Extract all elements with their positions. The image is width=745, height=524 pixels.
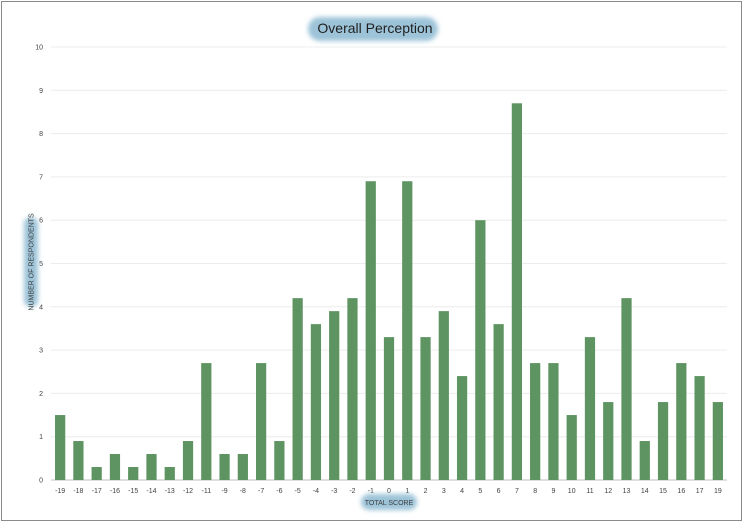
bar-17 <box>694 376 705 480</box>
y-axis-title-glow <box>24 217 38 307</box>
bar--13 <box>164 467 175 480</box>
x-tick-label: 4 <box>460 488 464 495</box>
x-tick-label: -12 <box>183 488 193 495</box>
x-tick-label: -11 <box>201 488 211 495</box>
x-tick-label: 17 <box>696 488 704 495</box>
x-tick-label: -15 <box>128 488 138 495</box>
bar--8 <box>237 454 248 480</box>
y-tick-label: 8 <box>39 131 43 138</box>
bar-6 <box>493 324 504 480</box>
x-tick-label: 14 <box>641 488 649 495</box>
y-tick-label: 10 <box>35 45 43 52</box>
bar-1 <box>402 181 413 481</box>
bar--7 <box>255 363 267 480</box>
y-tick-label: 5 <box>39 261 43 268</box>
bar--3 <box>329 311 340 480</box>
x-tick-label: 9 <box>551 488 555 495</box>
bar-4 <box>456 376 468 480</box>
x-tick-labels: -19 -18 -17 -16 -15 -14 -13 -12 -11 -9 -8 -7 -6 -5 -4-… <box>55 488 722 495</box>
bar-15 <box>657 402 669 480</box>
x-tick-label: -2 <box>349 488 355 495</box>
bar--9 <box>219 454 230 480</box>
y-tick-labels: 0 1 2 3 4 5 6 7 8 9 10 <box>35 45 43 485</box>
bar-14 <box>639 441 650 480</box>
bar--5 <box>292 298 303 480</box>
x-tick-label: 11 <box>586 488 593 495</box>
bars <box>55 103 723 481</box>
y-axis-title: NUMBER OF RESPONDENTS <box>29 213 36 311</box>
gridlines <box>51 46 727 481</box>
bar--14 <box>146 454 157 480</box>
x-tick-label: 6 <box>497 488 501 495</box>
x-tick-label: 13 <box>623 488 631 495</box>
x-tick-label: -9 <box>221 488 227 495</box>
x-tick-label: 3 <box>442 488 446 495</box>
bar--18 <box>73 441 84 480</box>
bar--6 <box>274 441 285 480</box>
x-tick-label: 19 <box>714 488 722 495</box>
x-axis-title: TOTAL SCORE <box>365 500 414 507</box>
bar-16 <box>676 363 687 480</box>
bar-8 <box>530 363 541 480</box>
y-tick-label: 1 <box>39 434 43 441</box>
x-tick-label: -4 <box>313 488 319 495</box>
bar-7 <box>511 103 523 480</box>
x-tick-label: -19 <box>55 488 65 495</box>
bar--11 <box>201 363 212 480</box>
bar--4 <box>310 324 322 480</box>
x-tick-label: 2 <box>424 488 428 495</box>
bar--16 <box>109 454 121 480</box>
bar-0 <box>383 337 395 480</box>
bar--12 <box>182 441 194 480</box>
bar-5 <box>475 220 486 480</box>
bar-19 <box>712 402 723 480</box>
x-axis-title-glow <box>361 494 417 510</box>
y-tick-label: 7 <box>39 174 43 181</box>
x-tick-label: -8 <box>240 488 246 495</box>
y-tick-label: 3 <box>39 348 43 355</box>
bar--2 <box>347 298 358 480</box>
x-tick-label: 5 <box>478 488 482 495</box>
x-tick-label: -17 <box>92 488 102 495</box>
x-tick-label: 12 <box>604 488 612 495</box>
bar-13 <box>621 298 632 480</box>
bar-3 <box>438 311 449 480</box>
x-tick-label: -5 <box>295 488 301 495</box>
bar--1 <box>365 181 376 481</box>
x-tick-label: 15 <box>659 488 667 495</box>
x-tick-label: 1 <box>405 488 409 495</box>
chart-title: Overall Perception <box>317 20 432 36</box>
x-tick-label: 10 <box>568 488 576 495</box>
y-tick-label: 0 <box>39 478 43 485</box>
bar-10 <box>566 415 577 480</box>
bar-9 <box>548 363 559 480</box>
x-tick-label: 7 <box>515 488 519 495</box>
bar--17 <box>91 467 102 480</box>
y-tick-label: 9 <box>39 88 43 95</box>
bar--15 <box>128 467 139 480</box>
x-tick-label: 0 <box>387 488 391 495</box>
x-tick-label: -6 <box>276 488 282 495</box>
bar-2 <box>420 337 431 480</box>
title-glow <box>308 17 438 41</box>
x-tick-label: -14 <box>146 488 156 495</box>
x-tick-label: -3 <box>331 488 337 495</box>
x-tick-label: -13 <box>165 488 175 495</box>
bar-12 <box>603 402 614 480</box>
x-tick-label: 8 <box>533 488 537 495</box>
y-tick-label: 4 <box>39 304 43 311</box>
x-tick-label: -7 <box>258 488 264 495</box>
y-tick-label: 6 <box>39 218 43 225</box>
x-tick-label: -16 <box>110 488 120 495</box>
x-tick-label: -18 <box>73 488 83 495</box>
y-tick-label: 2 <box>39 391 43 398</box>
bar--19 <box>55 415 66 480</box>
bar-11 <box>584 337 596 480</box>
x-tick-label: 16 <box>677 488 685 495</box>
x-tick-label: -1 <box>368 488 374 495</box>
